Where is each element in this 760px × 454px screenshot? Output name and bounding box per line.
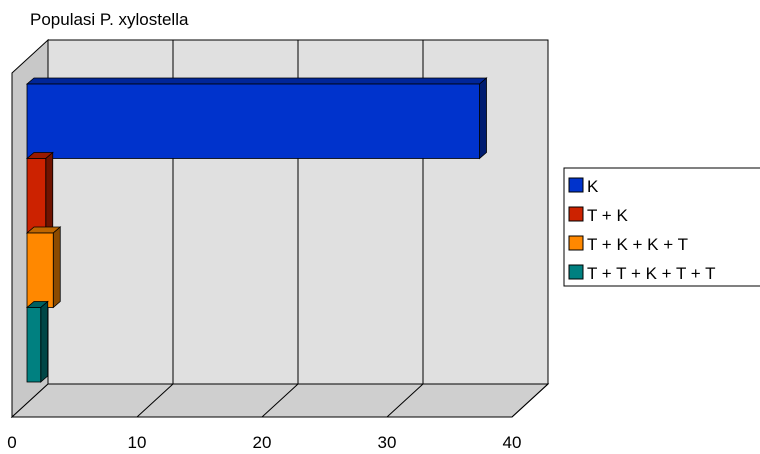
legend-label: K xyxy=(587,177,599,196)
legend-swatch xyxy=(568,177,584,193)
bar-side xyxy=(52,226,61,309)
x-tick-label: 0 xyxy=(7,433,16,452)
legend-label: T + K + K + T xyxy=(587,235,688,254)
gridline-floor xyxy=(136,383,174,418)
x-tick-label: 40 xyxy=(503,433,522,452)
bar-2 xyxy=(25,151,54,234)
bar-front xyxy=(26,83,480,159)
legend-box xyxy=(563,167,760,287)
bar-top xyxy=(25,77,488,85)
bar-1 xyxy=(25,77,488,160)
chart-legend: K T + K T + K + K + T T + T + K + T + T xyxy=(563,167,760,287)
legend-swatch xyxy=(568,206,584,222)
chart-title: Populasi P. xylostella xyxy=(30,10,189,29)
x-tick-label: 20 xyxy=(253,433,272,452)
chart-bars xyxy=(25,77,488,383)
x-axis-ticks: 0 10 20 30 40 xyxy=(7,433,521,452)
gridline-floor xyxy=(386,383,424,418)
bar-3 xyxy=(25,226,62,309)
bar-side xyxy=(40,300,49,383)
legend-swatch xyxy=(568,235,584,251)
legend-label: T + T + K + T + T xyxy=(587,264,716,283)
legend-swatch xyxy=(568,264,584,280)
bar-front xyxy=(26,158,47,234)
bar-front xyxy=(26,307,42,383)
x-tick-label: 10 xyxy=(128,433,147,452)
x-tick-label: 30 xyxy=(378,433,397,452)
bar-side xyxy=(45,151,54,234)
bar-4 xyxy=(25,300,49,383)
legend-label: T + K xyxy=(587,206,628,225)
gridline-floor xyxy=(261,383,299,418)
bar-side xyxy=(479,77,487,160)
gridline-floor xyxy=(511,383,549,418)
bar-front xyxy=(26,232,54,308)
